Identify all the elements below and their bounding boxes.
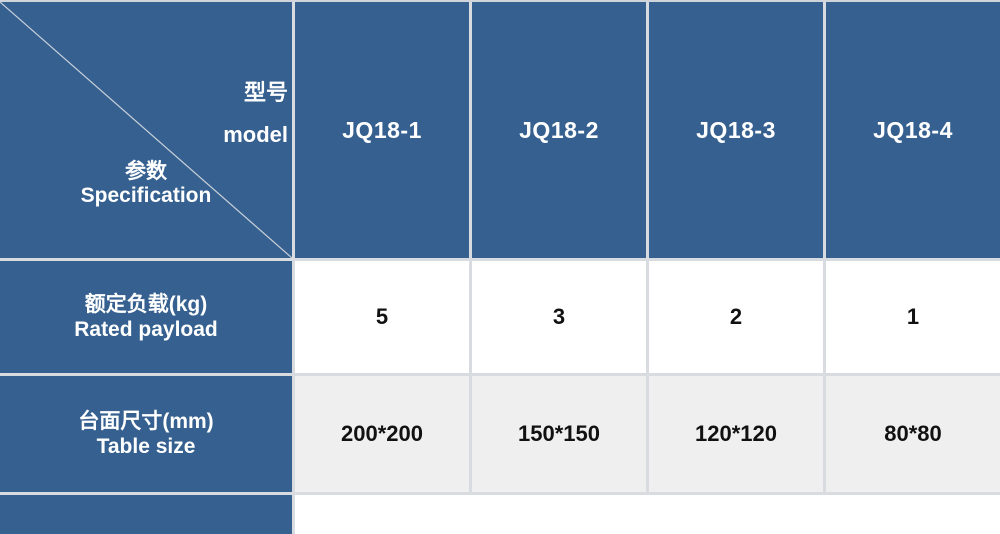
column-header-jq18-2: JQ18-2 xyxy=(472,2,646,258)
row-label-rated-payload-zh: 额定负载(kg) xyxy=(84,293,208,316)
rated-payload-jq18-4: 1 xyxy=(826,261,1000,373)
column-header-jq18-4: JQ18-4 xyxy=(826,2,1000,258)
corner-spec-zh: 参数 xyxy=(125,160,167,183)
row-label-rated-payload: 额定负载(kg) Rated payload xyxy=(0,261,292,373)
rated-payload-jq18-1: 5 xyxy=(295,261,469,373)
row-label-table-size: 台面尺寸(mm) Table size xyxy=(0,376,292,492)
table-size-jq18-4: 80*80 xyxy=(826,376,1000,492)
row-label-table-size-en: Table size xyxy=(96,435,196,458)
corner-spec-en: Specification xyxy=(80,184,212,207)
corner-header-cell: 型号 model 参数 Specification xyxy=(0,2,292,258)
rated-payload-jq18-2: 3 xyxy=(472,261,646,373)
partial-row-values xyxy=(295,495,1000,534)
corner-model-zh: 型号 xyxy=(243,80,288,105)
corner-model-en: model xyxy=(223,122,288,147)
table-size-jq18-1: 200*200 xyxy=(295,376,469,492)
row-label-table-size-zh: 台面尺寸(mm) xyxy=(78,410,214,433)
corner-model-label: 型号 model xyxy=(223,72,288,156)
column-header-jq18-3: JQ18-3 xyxy=(649,2,823,258)
rated-payload-jq18-3: 2 xyxy=(649,261,823,373)
table-size-jq18-3: 120*120 xyxy=(649,376,823,492)
corner-spec-label: 参数 Specification xyxy=(0,160,292,208)
row-label-partial xyxy=(0,495,292,534)
table-size-jq18-2: 150*150 xyxy=(472,376,646,492)
diagonal-divider-line xyxy=(0,2,292,258)
column-header-jq18-1: JQ18-1 xyxy=(295,2,469,258)
row-label-rated-payload-en: Rated payload xyxy=(74,318,218,341)
